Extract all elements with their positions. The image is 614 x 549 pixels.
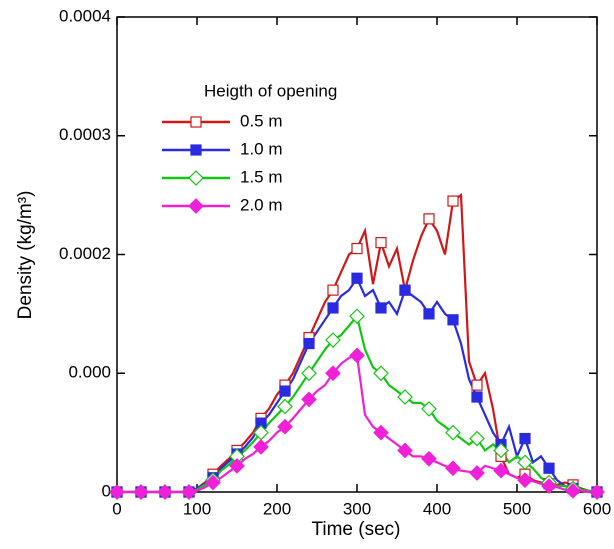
legend-marker — [190, 144, 202, 156]
marker — [351, 272, 363, 284]
marker — [447, 314, 459, 326]
marker — [373, 424, 389, 441]
y-tick-label: 0.0003 — [59, 125, 111, 144]
y-tick-label: 0.000 — [68, 363, 111, 382]
marker — [469, 430, 485, 447]
marker — [375, 302, 387, 314]
marker — [181, 484, 197, 500]
marker — [565, 482, 581, 499]
x-tick-label: 400 — [423, 499, 451, 518]
marker — [301, 391, 317, 408]
marker — [543, 462, 555, 474]
x-tick-label: 0 — [112, 499, 121, 518]
marker — [277, 418, 293, 435]
marker — [519, 432, 531, 445]
marker — [421, 450, 437, 467]
marker — [517, 454, 533, 471]
x-axis-label: Time (sec) — [311, 519, 400, 540]
legend-label: 0.5 m — [240, 111, 283, 130]
marker — [205, 474, 221, 491]
marker — [327, 302, 339, 314]
marker — [279, 385, 291, 397]
marker — [447, 195, 459, 207]
marker — [445, 460, 461, 477]
marker — [399, 284, 411, 296]
y-tick-label: 0.0002 — [59, 244, 111, 263]
marker — [303, 337, 315, 350]
marker — [325, 332, 341, 348]
x-tick-label: 200 — [263, 499, 291, 518]
plot-frame — [116, 16, 598, 493]
marker — [253, 439, 269, 455]
x-tick-label: 100 — [183, 499, 211, 518]
marker — [493, 462, 509, 479]
marker — [301, 365, 317, 382]
marker — [277, 398, 293, 415]
legend-marker — [188, 170, 204, 186]
x-tick-label: 300 — [343, 499, 371, 518]
series-line — [117, 193, 598, 494]
legend-title: Heigth of opening — [204, 81, 337, 100]
marker — [327, 284, 339, 296]
marker — [157, 484, 173, 500]
marker — [349, 347, 365, 364]
x-tick-label: 600 — [583, 499, 611, 518]
x-tick-label: 500 — [503, 499, 531, 518]
marker — [133, 484, 149, 500]
marker — [397, 442, 413, 459]
marker — [445, 424, 461, 441]
marker — [421, 401, 437, 417]
marker — [351, 242, 363, 255]
marker — [517, 472, 533, 488]
legend-label: 2.0 m — [240, 195, 283, 214]
marker — [349, 308, 365, 325]
marker — [469, 465, 485, 481]
marker — [229, 458, 245, 474]
marker — [589, 484, 605, 500]
marker — [397, 389, 413, 405]
legend-marker — [190, 116, 202, 128]
legend-label: 1.5 m — [240, 167, 283, 186]
marker — [109, 484, 125, 500]
legend-marker — [188, 198, 204, 214]
marker — [373, 365, 389, 382]
marker — [471, 391, 483, 403]
marker — [493, 442, 509, 459]
y-axis-label: Density (kg/m³) — [15, 191, 36, 320]
marker — [541, 478, 557, 494]
marker — [325, 365, 341, 382]
y-tick-label: 0.0004 — [59, 6, 111, 25]
marker — [471, 379, 483, 391]
marker — [423, 308, 435, 320]
y-tick-label: 0 — [102, 481, 111, 500]
marker — [423, 213, 435, 225]
legend-label: 1.0 m — [240, 139, 283, 158]
marker — [375, 237, 387, 249]
